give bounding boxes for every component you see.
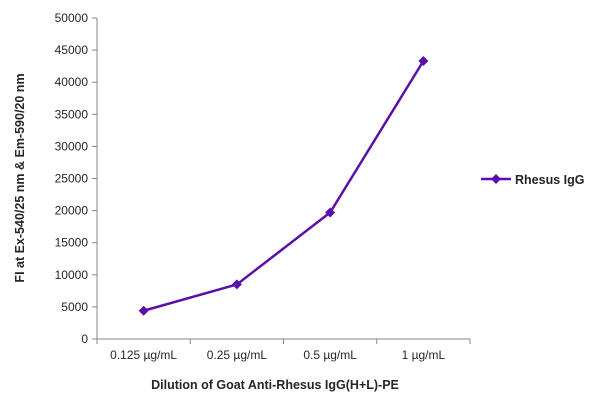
plot-series	[138, 56, 429, 316]
data-point-marker	[325, 207, 336, 218]
y-tick-label: 20000	[55, 204, 89, 218]
x-tick-label: 1 µg/mL	[402, 348, 446, 362]
x-axis: 0.125 µg/mL 0.25 µg/mL 0.5 µg/mL 1 µg/mL	[96, 338, 471, 362]
x-tick-label: 0.5 µg/mL	[303, 348, 357, 362]
y-tick-label: 50000	[55, 11, 89, 25]
y-tick-label: 45000	[55, 43, 89, 57]
y-tick-label: 0	[81, 332, 88, 346]
y-tick-label: 30000	[55, 139, 89, 153]
legend: Rhesus IgG	[481, 173, 584, 187]
data-point-marker	[418, 56, 429, 67]
y-tick-label: 25000	[55, 172, 89, 186]
y-tick-label: 40000	[55, 75, 89, 89]
x-tick-label: 0.25 µg/mL	[207, 348, 268, 362]
y-tick-label: 10000	[55, 268, 89, 282]
legend-marker	[491, 174, 501, 184]
y-axis-title: FI at Ex-540/25 nm & Em-590/20 nm	[13, 73, 27, 282]
x-tick-label: 0.125 µg/mL	[110, 348, 177, 362]
x-axis-title: Dilution of Goat Anti-Rhesus IgG(H+L)-PE	[151, 378, 399, 392]
y-tick-label: 15000	[55, 236, 89, 250]
data-point-marker	[138, 305, 149, 316]
legend-label-rhesus-igg: Rhesus IgG	[515, 173, 584, 187]
y-tick-label: 5000	[61, 300, 88, 314]
data-point-marker	[231, 279, 242, 290]
y-tick-label: 35000	[55, 107, 89, 121]
series-line-rhesus-igg	[143, 60, 425, 312]
y-axis: 0 5000 10000 15000 20000 25000 30000 35000 40000…	[55, 11, 98, 346]
